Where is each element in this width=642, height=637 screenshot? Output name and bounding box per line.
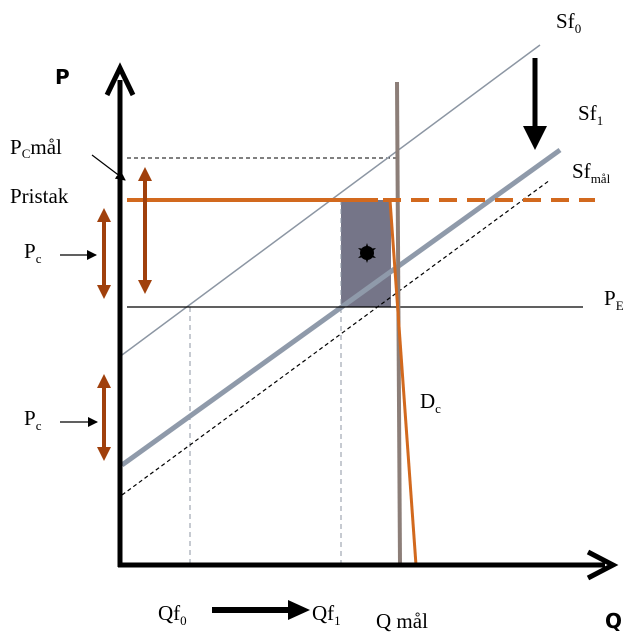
label-q-mal: Q mål [376, 609, 428, 633]
label-sf0: Sf0 [556, 9, 581, 36]
supply-curve-sfmal [121, 179, 551, 496]
label-sfmal: Sfmål [572, 159, 611, 186]
label-qf0: Qf0 [158, 601, 187, 628]
label-sf1: Sf1 [578, 101, 603, 128]
label-pristak: Pristak [10, 184, 69, 208]
demand-curve-dc [388, 199, 418, 566]
area-marker-star-icon [358, 243, 376, 263]
label-pc-upper: Pc [24, 239, 42, 266]
label-qf1: Qf1 [312, 601, 341, 628]
quantity-shift-arrowhead [288, 600, 310, 620]
pc-mal-pointer-arrow [91, 154, 126, 181]
supply-shift-arrowhead [523, 126, 547, 150]
y-axis-arrowhead [104, 62, 136, 97]
label-dc: Dc [420, 389, 441, 416]
label-pc-lower: Pc [24, 406, 42, 433]
x-axis-label: Q [605, 609, 622, 633]
label-pe: PE [604, 286, 624, 313]
y-axis-label: P [55, 65, 70, 89]
x-axis-arrowhead [586, 549, 619, 581]
label-pc-mal: PCmål [10, 135, 62, 161]
